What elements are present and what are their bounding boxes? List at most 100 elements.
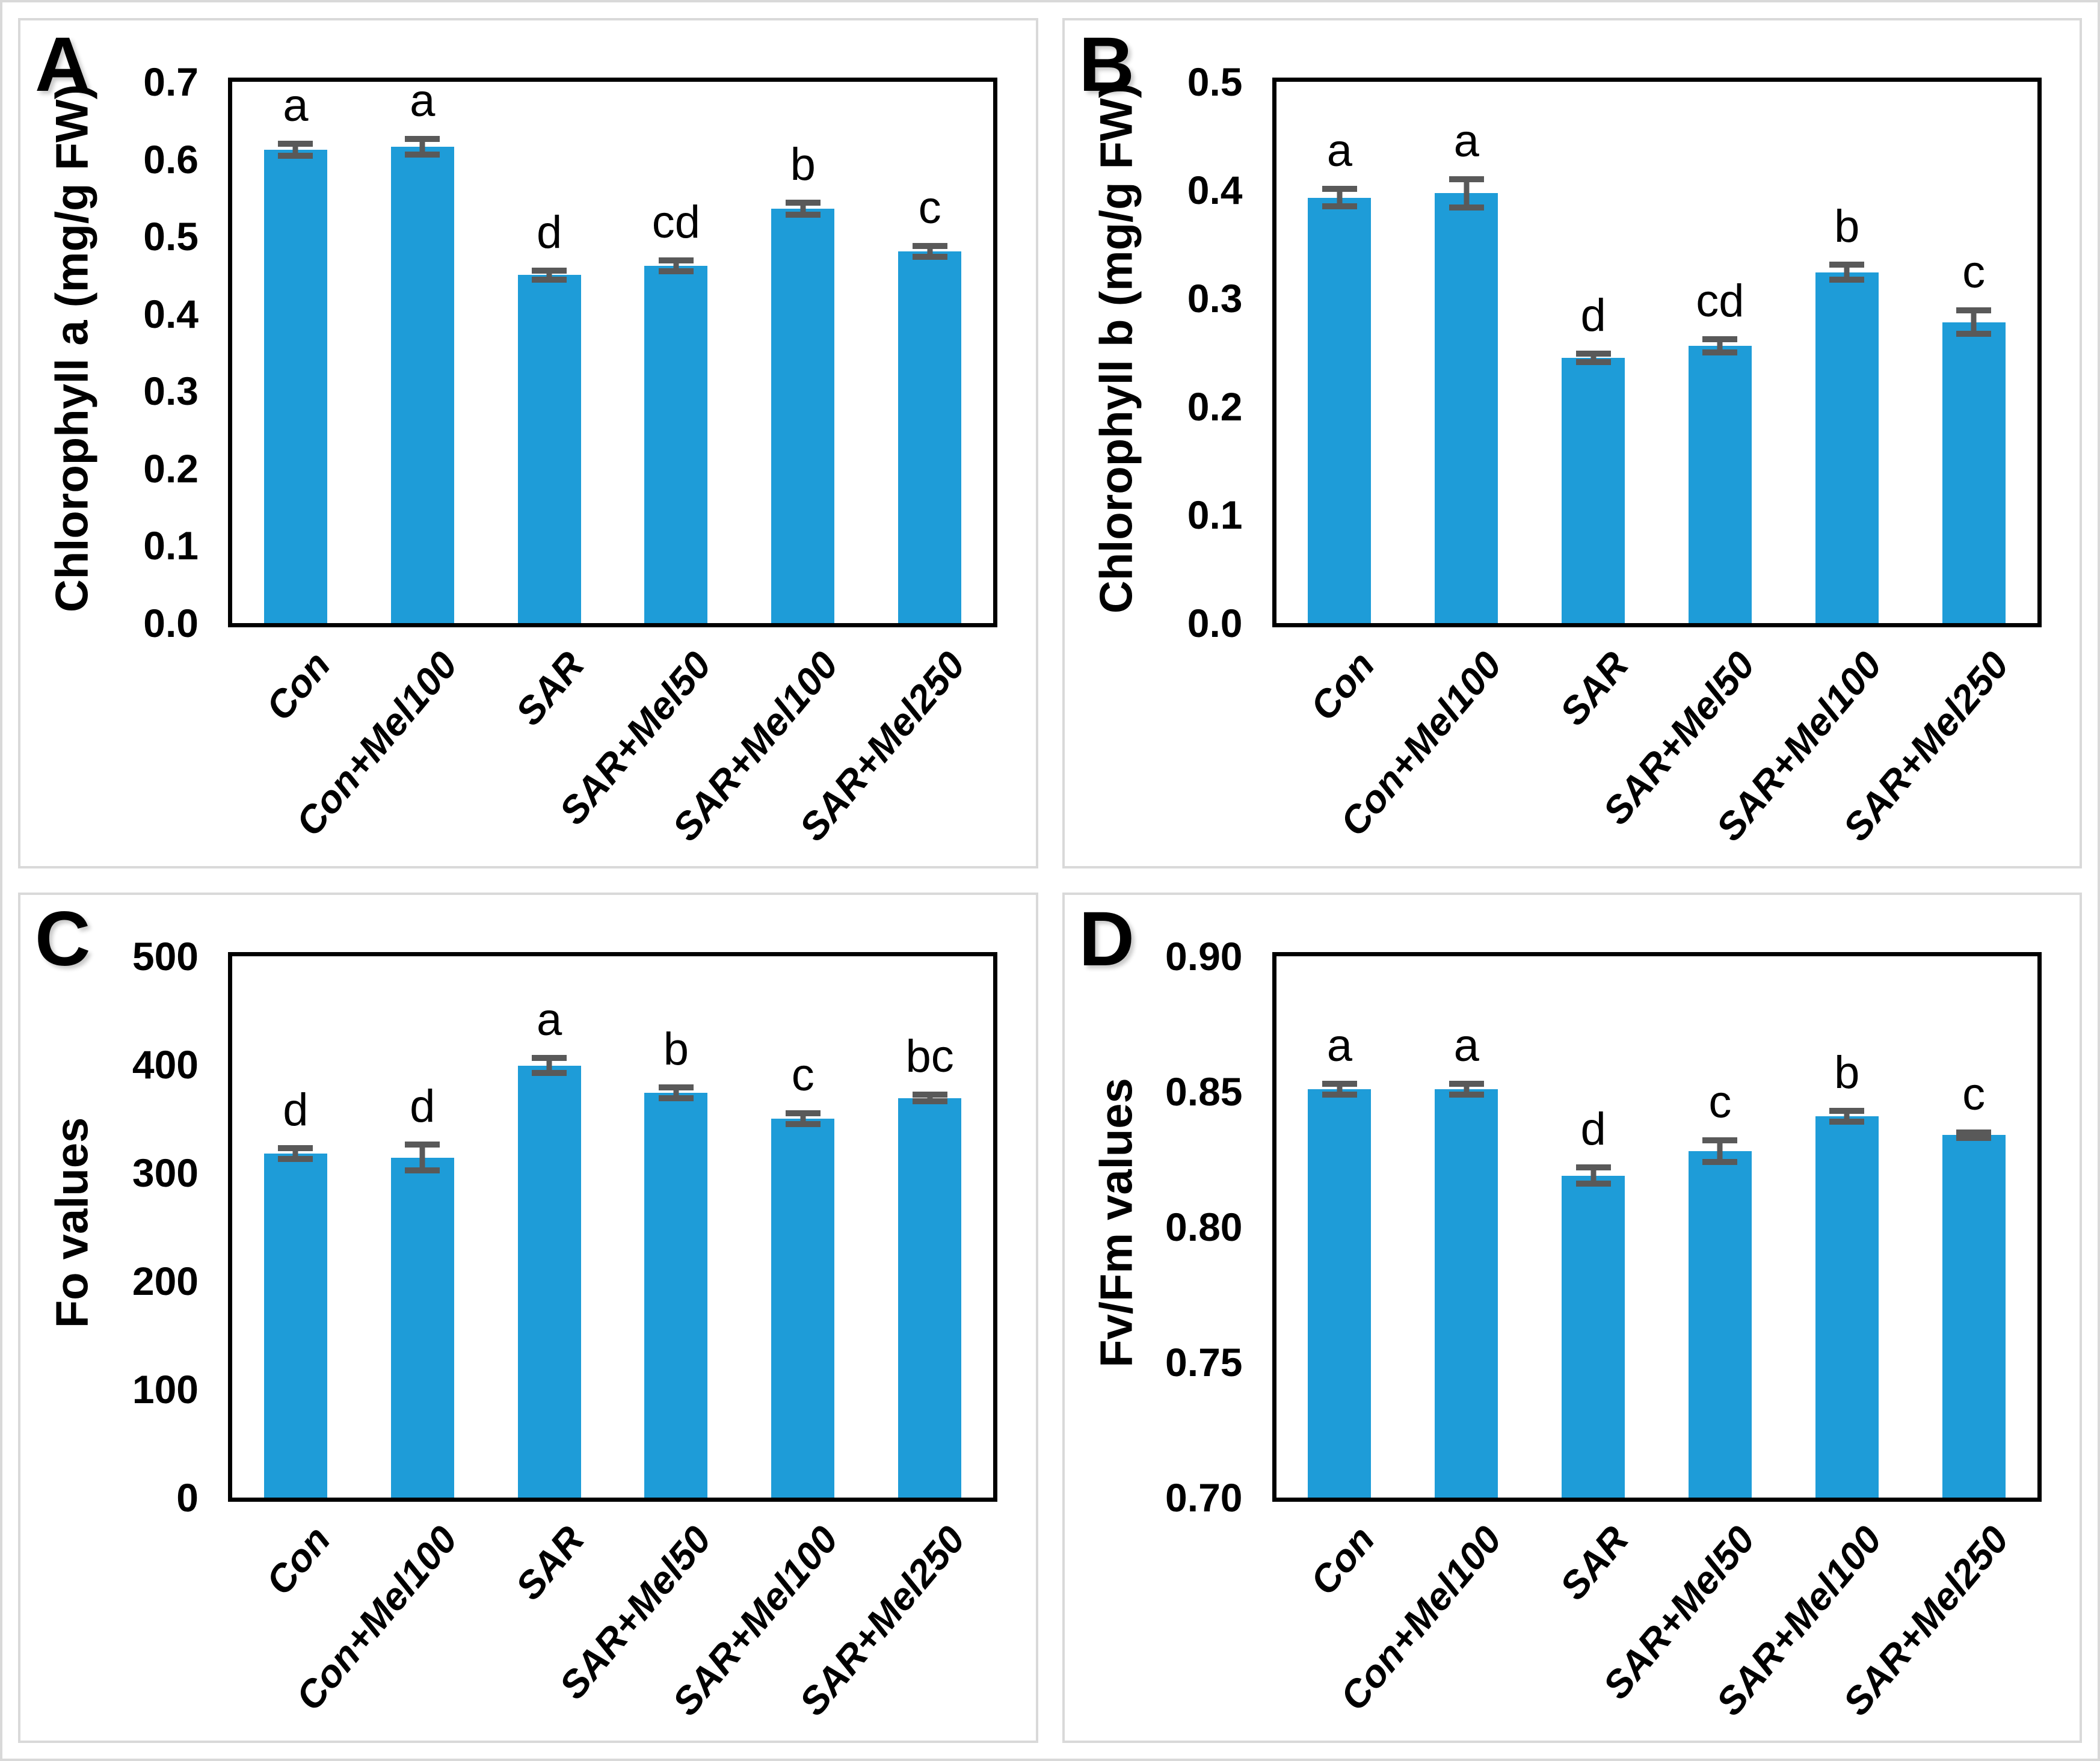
bar-SAR+Mel100 (1815, 1116, 1879, 1498)
error-bar (1829, 262, 1865, 283)
error-bar (278, 1145, 313, 1162)
error-bar-stem (292, 140, 298, 159)
y-tick-label: 0.3 (143, 369, 199, 414)
bar-SAR+Mel250 (898, 1098, 962, 1498)
significance-letter: c (791, 1050, 814, 1101)
panel-letter-b: B (1079, 22, 1135, 108)
error-bar (405, 1142, 440, 1174)
bar-SAR+Mel50 (1688, 1151, 1752, 1498)
y-tick-label: 0.80 (1165, 1205, 1243, 1249)
error-bar-top-cap (278, 140, 313, 147)
error-bar-bottom-cap (1322, 1091, 1357, 1098)
error-bar-bottom-cap (658, 1095, 694, 1101)
error-bar-stem (673, 257, 679, 274)
y-tick-label: 0.1 (143, 523, 199, 568)
bar-Con+Mel100 (1435, 193, 1498, 623)
error-bar (1956, 307, 1992, 337)
error-bar-stem (800, 1110, 806, 1127)
error-bar-bottom-cap (912, 1098, 947, 1105)
error-bar-bottom-cap (912, 253, 947, 260)
error-bar-bottom-cap (278, 1155, 313, 1162)
error-bar-top-cap (912, 242, 947, 249)
error-bar-top-cap (1575, 350, 1611, 357)
error-bar (532, 1055, 567, 1077)
error-bar-bottom-cap (1449, 204, 1484, 211)
bar-Con (1308, 1089, 1372, 1498)
bar-SAR (517, 1065, 581, 1498)
error-bar-bottom-cap (785, 1121, 821, 1127)
error-bar-top-cap (785, 199, 821, 206)
bar-SAR+Mel100 (771, 208, 835, 623)
error-bar (1449, 176, 1484, 211)
x-tick-label-Con: Con (257, 1517, 339, 1603)
significance-letter: a (1453, 1019, 1479, 1071)
y-tick-label: 0.90 (1165, 934, 1243, 979)
error-bar-top-cap (532, 1055, 567, 1062)
significance-letter: d (410, 1081, 436, 1133)
significance-letter: cd (1696, 275, 1744, 327)
bar-Con+Mel100 (1435, 1089, 1498, 1498)
error-bar (1956, 1129, 1992, 1141)
error-bar-bottom-cap (278, 153, 313, 159)
significance-letter: c (1962, 246, 1986, 298)
error-bar (658, 1084, 694, 1101)
error-bar-top-cap (1702, 336, 1738, 343)
y-tick-label: 100 (132, 1367, 199, 1412)
significance-letter: b (663, 1023, 689, 1075)
error-bar-top-cap (278, 1145, 313, 1151)
significance-letter: a (1326, 1019, 1353, 1071)
y-tick-label: 0.4 (143, 291, 199, 336)
error-bar-top-cap (1956, 307, 1992, 313)
panel-letter-d: D (1079, 896, 1135, 982)
error-bar-top-cap (1702, 1137, 1738, 1143)
bar-SAR (1562, 1175, 1625, 1498)
error-bar (912, 1092, 947, 1105)
error-bar-bottom-cap (405, 1167, 440, 1174)
y-tick-label: 0 (176, 1475, 199, 1520)
error-bar-top-cap (1322, 1080, 1357, 1087)
bar-SAR+Mel250 (898, 251, 962, 623)
significance-letter: d (1580, 1104, 1606, 1155)
y-tick-label: 0.5 (1187, 60, 1243, 104)
error-bar-bottom-cap (532, 1070, 567, 1077)
error-bar-top-cap (1575, 1164, 1611, 1170)
error-bar-top-cap (912, 1092, 947, 1098)
error-bar-top-cap (1449, 176, 1484, 182)
significance-letter: a (1453, 115, 1479, 167)
error-bar-bottom-cap (1702, 1159, 1738, 1165)
error-bar-stem (419, 1142, 425, 1174)
bar-Con (263, 150, 327, 623)
plot-area-d: a a d c b c (1272, 952, 2042, 1502)
bar-SAR+Mel100 (1815, 272, 1879, 623)
significance-letter: d (283, 1084, 309, 1136)
error-bar-stem (1590, 1164, 1597, 1187)
error-bar-stem (1844, 1107, 1850, 1125)
error-bar-stem (1717, 336, 1723, 355)
plot-area-a: a a d cd b c (228, 78, 997, 627)
y-tick-label: 0.1 (1187, 493, 1243, 537)
error-bar (1829, 1107, 1865, 1125)
error-bar-bottom-cap (1829, 277, 1865, 283)
error-bar-bottom-cap (532, 277, 567, 283)
significance-letter: a (283, 79, 309, 131)
error-bar-bottom-cap (1829, 1118, 1865, 1125)
bar-SAR+Mel250 (1942, 1135, 2006, 1498)
significance-letter: c (918, 182, 941, 233)
error-bar-top-cap (1449, 1080, 1484, 1087)
y-tick-label: 0.4 (1187, 168, 1243, 212)
x-tick-label-SAR: SAR (1551, 643, 1637, 734)
error-bar-top-cap (1829, 1107, 1865, 1114)
significance-letter: c (1962, 1068, 1986, 1120)
error-bar-bottom-cap (1449, 1091, 1484, 1098)
error-bar-bottom-cap (785, 212, 821, 218)
error-bar-bottom-cap (1322, 203, 1357, 209)
y-tick-label: 0.5 (143, 214, 199, 259)
error-bar (278, 140, 313, 159)
error-bar (532, 267, 567, 283)
error-bar-bottom-cap (1575, 1181, 1611, 1187)
error-bar (785, 1110, 821, 1127)
error-bar-bottom-cap (658, 268, 694, 274)
error-bar-stem (927, 1092, 933, 1105)
